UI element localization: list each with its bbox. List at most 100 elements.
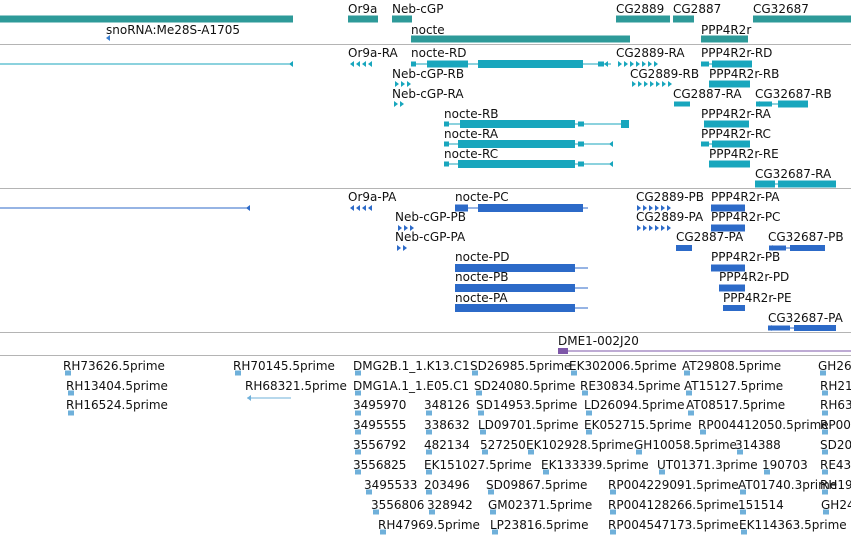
est-label[interactable]: EK114363.5prime	[739, 518, 847, 532]
protein-label[interactable]: PPP4R2r-PA	[711, 190, 780, 204]
est-label[interactable]: LD26094.5prime	[584, 398, 685, 412]
protein-label[interactable]: CG32687-PA	[768, 311, 843, 325]
est-label[interactable]: SD09867.5prime	[486, 478, 588, 492]
est-label[interactable]: AT29808.5prime	[682, 359, 782, 373]
transcript-label[interactable]: nocte-RB	[444, 107, 499, 121]
est-label[interactable]: 3556792	[353, 438, 407, 452]
est-label[interactable]: 190703	[762, 458, 808, 472]
est-label[interactable]: SD14953.5prime	[476, 398, 578, 412]
est-label[interactable]: SD26985.5prime	[470, 359, 572, 373]
transcript-label[interactable]: CG32687-RA	[755, 167, 832, 181]
est-label[interactable]: 527250	[480, 438, 526, 452]
gene-label[interactable]: PPP4R2r	[701, 23, 752, 37]
transcript-label[interactable]: nocte-RA	[444, 127, 499, 141]
gene-label[interactable]: Neb-cGP	[392, 2, 444, 16]
est-label[interactable]: 482134	[424, 438, 470, 452]
est-label[interactable]: EK151027.5prime	[424, 458, 532, 472]
est-label[interactable]: SD20	[820, 438, 851, 452]
est-label[interactable]: EK052715.5prime	[584, 418, 692, 432]
protein-label[interactable]: nocte-PA	[455, 291, 508, 305]
protein-label[interactable]: Neb-cGP-PB	[395, 210, 466, 224]
protein-label[interactable]: nocte-PD	[455, 250, 510, 264]
est-label[interactable]: RH21	[820, 379, 851, 393]
est-label[interactable]: RE43	[820, 458, 851, 472]
est-label[interactable]: 3495970	[353, 398, 407, 412]
est-label[interactable]: GH26	[818, 359, 851, 373]
est-label[interactable]: 348126	[424, 398, 470, 412]
gene-label[interactable]: CG2889	[616, 2, 665, 16]
est-label[interactable]: 151514	[738, 498, 784, 512]
est-label[interactable]: AT15127.5prime	[684, 379, 784, 393]
protein-label[interactable]: nocte-PB	[455, 270, 509, 284]
est-label[interactable]: 3556825	[353, 458, 407, 472]
est-label[interactable]: RH73626.5prime	[63, 359, 165, 373]
est-label[interactable]: RH70145.5prime	[233, 359, 335, 373]
est-label[interactable]: 3495555	[353, 418, 407, 432]
transcript-label[interactable]: nocte-RC	[444, 147, 499, 161]
est-label[interactable]: LD09701.5prime	[478, 418, 579, 432]
protein-label[interactable]: CG32687-PB	[768, 230, 844, 244]
transcript-label[interactable]: PPP4R2r-RE	[709, 147, 779, 161]
est-label[interactable]: 203496	[424, 478, 470, 492]
transcript-label[interactable]: PPP4R2r-RB	[709, 67, 780, 81]
gene-label[interactable]: CG32687	[753, 2, 809, 16]
est-label[interactable]: SD24080.5prime	[474, 379, 576, 393]
est-label[interactable]: 3495533	[364, 478, 418, 492]
est-label[interactable]: AT01740.3prime	[738, 478, 838, 492]
protein-label[interactable]: Neb-cGP-PA	[395, 230, 466, 244]
est-label[interactable]: 314388	[735, 438, 781, 452]
transcript-label[interactable]: PPP4R2r-RA	[701, 107, 771, 121]
est-label[interactable]: EK133339.5prime	[541, 458, 649, 472]
transcript-label[interactable]: CG2889-RA	[616, 46, 685, 60]
transcript-label[interactable]: Neb-cGP-RA	[392, 87, 464, 101]
protein-label[interactable]: CG2889-PA	[636, 210, 704, 224]
clone-label[interactable]: DME1-002J20	[558, 334, 639, 348]
est-label[interactable]: EK102928.5prime	[526, 438, 634, 452]
protein-label[interactable]: PPP4R2r-PD	[719, 270, 790, 284]
est-label[interactable]: GH24	[821, 498, 851, 512]
transcript-label[interactable]: nocte-RD	[411, 46, 467, 60]
transcript-label[interactable]: Neb-cGP-RB	[392, 67, 465, 81]
est-label[interactable]: RH47969.5prime	[378, 518, 480, 532]
protein-label[interactable]: PPP4R2r-PE	[723, 291, 792, 305]
est-label[interactable]: LP23816.5prime	[490, 518, 589, 532]
est-label[interactable]: AT08517.5prime	[686, 398, 786, 412]
strand-arrow	[395, 81, 399, 87]
transcript-label[interactable]: PPP4R2r-RD	[701, 46, 773, 60]
est-label[interactable]: 328942	[427, 498, 473, 512]
est-label[interactable]: RP004547173.5prime	[608, 518, 739, 532]
est-label[interactable]: 338632	[424, 418, 470, 432]
protein-label[interactable]: PPP4R2r-PB	[711, 250, 781, 264]
est-label[interactable]: RP004229091.5prime	[608, 478, 739, 492]
protein-label[interactable]: PPP4R2r-PC	[711, 210, 781, 224]
est-label[interactable]: DMG2B.1_1.K13.C1	[353, 359, 470, 373]
est-label[interactable]: EK302006.5prime	[569, 359, 677, 373]
est-label[interactable]: RP004128266.5prime	[608, 498, 739, 512]
gene-label[interactable]: snoRNA:Me28S-A1705	[106, 23, 240, 37]
est-label[interactable]: RH19	[820, 478, 851, 492]
est-label[interactable]: DMG1A.1_1.E05.C1	[353, 379, 470, 393]
transcript-label[interactable]: CG2889-RB	[630, 67, 700, 81]
transcript-label[interactable]: CG32687-RB	[755, 87, 832, 101]
protein-label[interactable]: CG2887-PA	[676, 230, 744, 244]
gene-label[interactable]: Or9a	[348, 2, 378, 16]
est-label[interactable]: RP00	[820, 418, 851, 432]
transcript-label[interactable]: Or9a-RA	[348, 46, 398, 60]
est-label[interactable]: RE30834.5prime	[580, 379, 681, 393]
est-label[interactable]: RH63	[820, 398, 851, 412]
protein-label[interactable]: nocte-PC	[455, 190, 509, 204]
transcript-label[interactable]: PPP4R2r-RC	[701, 127, 771, 141]
gene-label[interactable]: CG2887	[673, 2, 722, 16]
protein-label[interactable]: CG2889-PB	[636, 190, 705, 204]
est-label[interactable]: GM02371.5prime	[488, 498, 593, 512]
est-label[interactable]: RP004412050.5prime	[698, 418, 829, 432]
est-label[interactable]: 3556806	[371, 498, 425, 512]
est-label[interactable]: RH68321.5prime	[245, 379, 347, 393]
est-label[interactable]: RH13404.5prime	[66, 379, 168, 393]
protein-label[interactable]: Or9a-PA	[348, 190, 397, 204]
gene-label[interactable]: nocte	[411, 23, 445, 37]
est-label[interactable]: RH16524.5prime	[66, 398, 168, 412]
est-label[interactable]: GH10058.5prime	[634, 438, 737, 452]
transcript-label[interactable]: CG2887-RA	[673, 87, 742, 101]
est-label[interactable]: UT01371.3prime	[657, 458, 758, 472]
